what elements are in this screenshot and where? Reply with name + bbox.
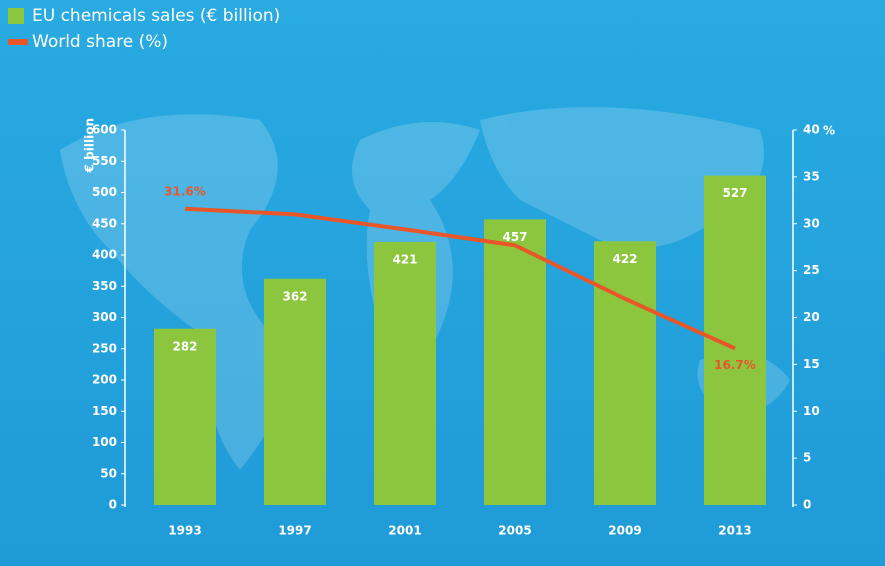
y-tick-label: 500 bbox=[92, 185, 117, 199]
y-tick-label: 600 bbox=[92, 123, 117, 137]
y2-tick-label: 5 bbox=[803, 451, 811, 465]
y2-axis-label: % bbox=[823, 124, 835, 138]
y-tick-label: 0 bbox=[109, 498, 117, 512]
y2-tick-label: 20 bbox=[803, 310, 820, 324]
bar-value-label: 282 bbox=[172, 339, 197, 353]
y-tick-label: 450 bbox=[92, 216, 117, 230]
bar-value-label: 527 bbox=[722, 186, 747, 200]
legend-label: EU chemicals sales (€ billion) bbox=[32, 6, 280, 26]
x-tick-label: 2005 bbox=[498, 524, 531, 538]
x-tick-label: 2013 bbox=[718, 524, 751, 538]
y2-tick-label: 25 bbox=[803, 263, 820, 277]
bar bbox=[594, 241, 656, 505]
y-tick-label: 300 bbox=[92, 310, 117, 324]
y2-tick-label: 0 bbox=[803, 498, 811, 512]
y-tick-label: 50 bbox=[100, 466, 117, 480]
legend-swatch bbox=[8, 39, 28, 45]
bar bbox=[484, 219, 546, 505]
y-tick-label: 350 bbox=[92, 279, 117, 293]
bar-value-label: 457 bbox=[502, 230, 527, 244]
line-value-label: 31.6% bbox=[164, 184, 206, 198]
y-tick-label: 150 bbox=[92, 404, 117, 418]
bar bbox=[374, 241, 436, 505]
bar-value-label: 362 bbox=[282, 289, 307, 303]
y2-tick-label: 15 bbox=[803, 357, 820, 371]
x-tick-label: 1993 bbox=[168, 524, 201, 538]
y-tick-label: 200 bbox=[92, 373, 117, 387]
y2-tick-label: 10 bbox=[803, 404, 820, 418]
bar bbox=[154, 328, 216, 505]
bar-value-label: 421 bbox=[392, 252, 417, 266]
y-tick-label: 250 bbox=[92, 341, 117, 355]
line bbox=[184, 206, 736, 351]
y2-tick-label: 40 bbox=[803, 123, 820, 137]
x-tick-label: 2001 bbox=[388, 524, 421, 538]
y-tick-label: 550 bbox=[92, 154, 117, 168]
legend-label: World share (%) bbox=[32, 32, 168, 52]
y-axis-label: € billion bbox=[83, 118, 97, 173]
line-value-label: 16.7% bbox=[714, 358, 756, 372]
y2-tick-label: 30 bbox=[803, 216, 820, 230]
bar bbox=[264, 278, 326, 505]
bar-value-label: 422 bbox=[612, 252, 637, 266]
y-tick-label: 100 bbox=[92, 435, 117, 449]
y-tick-label: 400 bbox=[92, 248, 117, 262]
legend-swatch bbox=[8, 8, 24, 24]
x-tick-label: 2009 bbox=[608, 524, 641, 538]
y2-tick-label: 35 bbox=[803, 169, 820, 183]
x-tick-label: 1997 bbox=[278, 524, 311, 538]
